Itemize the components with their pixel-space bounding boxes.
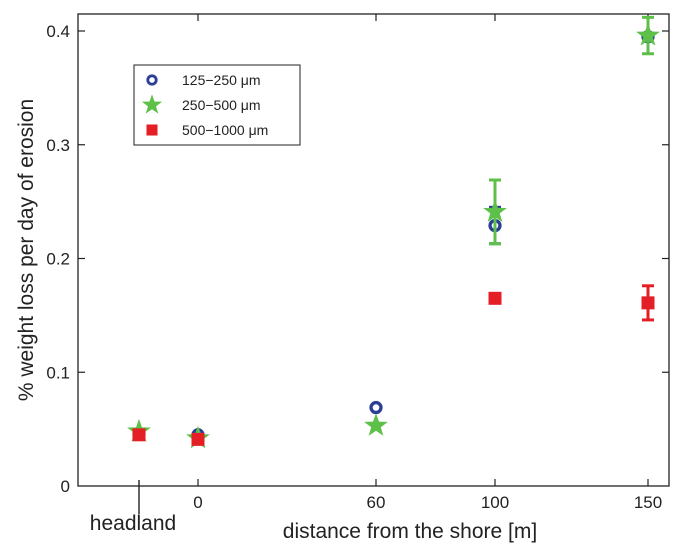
data-point bbox=[132, 428, 146, 442]
legend-entry: 500−1000 μm bbox=[182, 122, 268, 138]
data-point bbox=[641, 296, 655, 310]
x-tick-label-headland: headland bbox=[90, 512, 176, 535]
data-marks bbox=[127, 15, 660, 449]
x-axis-label: distance from the shore [m] bbox=[283, 520, 537, 543]
y-tick-label: 0.3 bbox=[46, 136, 70, 155]
plot-frame bbox=[77, 13, 670, 487]
legend: 125−250 μm 250−500 μm 500−1000 μm bbox=[133, 64, 301, 146]
legend-marker bbox=[141, 94, 163, 114]
legend-entry: 250−500 μm bbox=[182, 97, 261, 113]
x-tick-label: 100 bbox=[481, 493, 509, 512]
data-point bbox=[369, 400, 383, 415]
legend-entry: 125−250 μm bbox=[182, 72, 261, 88]
legend-marker bbox=[146, 124, 158, 136]
data-point bbox=[364, 413, 388, 436]
plot-border bbox=[77, 13, 670, 487]
x-tick-label: 60 bbox=[367, 493, 386, 512]
y-tick-label: 0 bbox=[61, 477, 70, 496]
y-axis-label: % weight loss per day of erosion bbox=[15, 99, 38, 401]
data-point bbox=[191, 432, 205, 446]
data-point bbox=[636, 23, 660, 46]
y-tick-label: 0.4 bbox=[46, 22, 70, 41]
legend-marker bbox=[146, 74, 158, 86]
x-tick-label: 0 bbox=[193, 493, 202, 512]
data-point bbox=[483, 199, 507, 222]
x-axis-ticks: headland 0 60 100 150 bbox=[90, 14, 662, 535]
y-axis-ticks: 0 0.1 0.2 0.3 0.4 bbox=[46, 22, 669, 496]
y-tick-label: 0.1 bbox=[46, 363, 70, 382]
y-tick-label: 0.2 bbox=[46, 250, 70, 269]
series-square bbox=[132, 284, 655, 446]
x-tick-label: 150 bbox=[634, 493, 662, 512]
data-point bbox=[488, 291, 502, 305]
legend-box bbox=[133, 64, 301, 146]
